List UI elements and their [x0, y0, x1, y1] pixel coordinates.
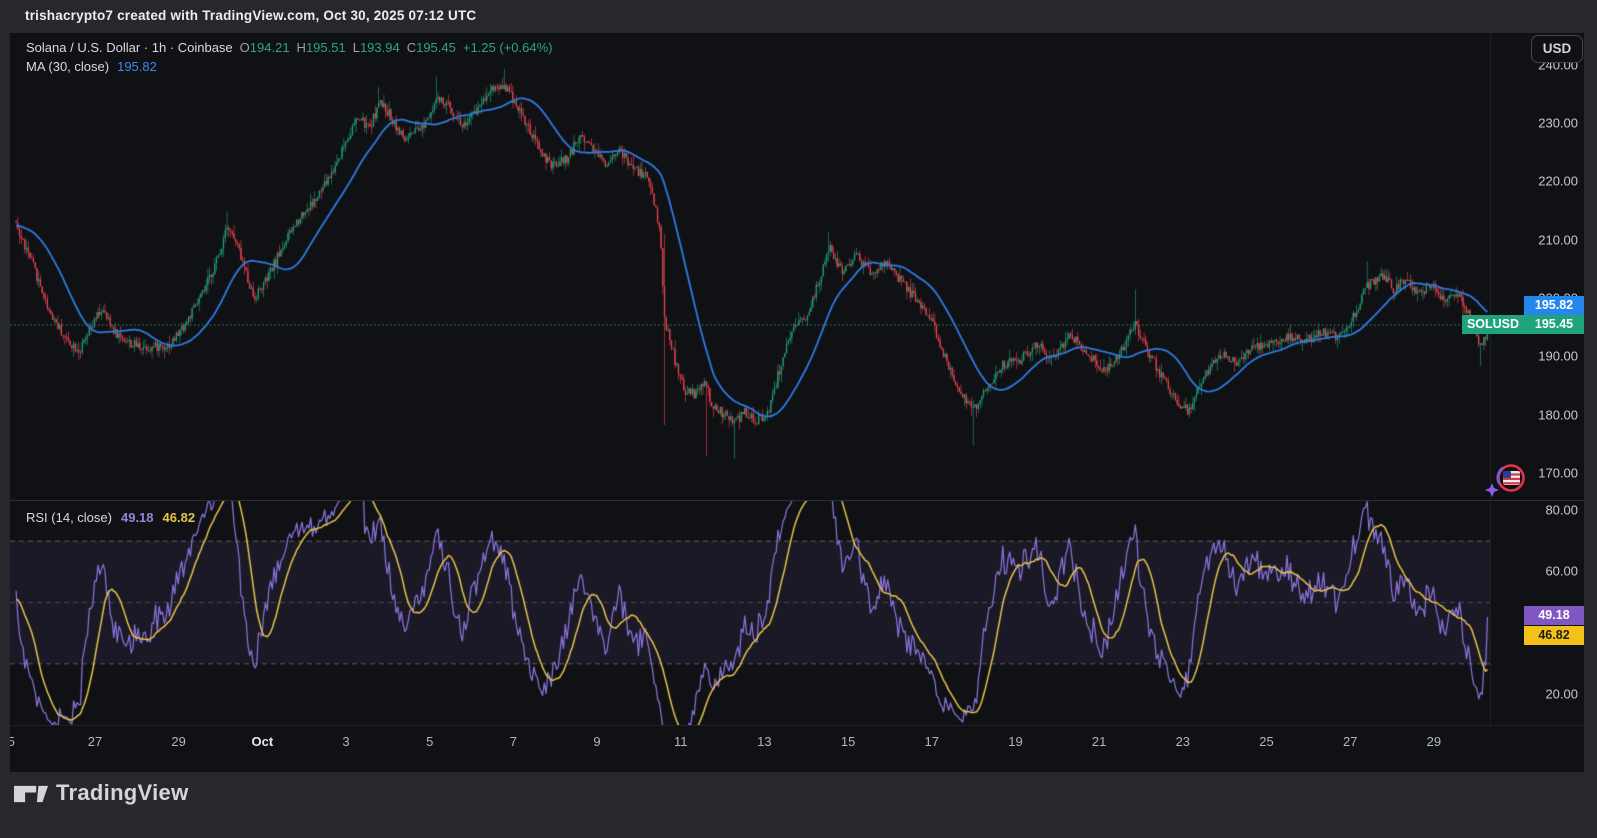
footer-bar: TradingView — [0, 772, 1597, 838]
last-price-label: 195.45 — [1524, 314, 1584, 334]
symbol-title[interactable]: Solana / U.S. Dollar · 1h · Coinbase — [26, 40, 233, 55]
open-value: 194.21 — [249, 40, 290, 55]
time-tick: 17 — [924, 734, 939, 749]
rsi-tick: 80.00 — [1545, 502, 1578, 518]
time-axis[interactable]: 5 27 29 Oct 3 5 7 9 11 13 15 17 19 21 23 25 27 29 — [10, 725, 1490, 772]
price-tick: 190.00 — [1538, 348, 1578, 364]
time-tick: 21 — [1091, 734, 1107, 749]
price-rsi-chart-canvas[interactable] — [10, 33, 1490, 725]
tradingview-logo-icon — [14, 785, 48, 803]
open-letter: O — [239, 40, 250, 55]
price-axis-separator — [1490, 33, 1491, 725]
time-tick: 19 — [1008, 734, 1023, 749]
close-letter: C — [406, 40, 417, 55]
tradingview-brand-text: TradingView — [56, 780, 189, 805]
high-value: 195.51 — [305, 40, 346, 55]
rsi-tick: 20.00 — [1545, 686, 1578, 702]
time-tick: 5 — [426, 734, 434, 749]
price-tick: 210.00 — [1538, 232, 1578, 248]
symbol-title-row: Solana / U.S. Dollar · 1h · Coinbase O194… — [26, 38, 552, 57]
time-tick: 3 — [342, 734, 350, 749]
time-tick: 15 — [840, 734, 856, 749]
ticker-label: SOLUSD — [1462, 314, 1524, 334]
pane-separator[interactable] — [10, 500, 1584, 501]
ma-label: MA (30, close) — [26, 59, 110, 74]
time-tick: 27 — [1342, 734, 1358, 749]
time-tick: 29 — [1426, 734, 1442, 749]
attribution-bar: trishacrypto7 created with TradingView.c… — [0, 0, 1597, 33]
time-tick: 27 — [87, 734, 103, 749]
time-tick: 13 — [757, 734, 772, 749]
change-value: +1.25 (+0.64%) — [462, 40, 553, 55]
currency-toggle-button[interactable]: USD — [1531, 35, 1583, 63]
time-tick: 5 — [10, 734, 15, 749]
price-tick: 170.00 — [1538, 465, 1578, 481]
time-tick: 29 — [171, 734, 186, 749]
ma-legend-row[interactable]: MA (30, close) 195.82 — [26, 57, 552, 76]
price-tick: 220.00 — [1538, 173, 1578, 189]
attribution-text: trishacrypto7 created with TradingView.c… — [25, 8, 477, 23]
ma-price-label: 195.82 — [1524, 296, 1584, 315]
ma-value: 195.82 — [117, 59, 157, 74]
chart-frame: Solana / U.S. Dollar · 1h · Coinbase O194… — [10, 33, 1584, 772]
symbol-legend[interactable]: Solana / U.S. Dollar · 1h · Coinbase O194… — [26, 38, 552, 76]
price-tick: 230.00 — [1538, 115, 1578, 131]
time-tick: 11 — [673, 734, 688, 749]
author-watermark-icon — [1485, 464, 1525, 497]
rsi-tick: 60.00 — [1545, 563, 1578, 579]
rsi-label: RSI (14, close) — [26, 510, 112, 525]
price-tick: 180.00 — [1538, 407, 1578, 423]
rsi-ma-value: 46.82 — [162, 510, 196, 525]
rsi-ma-label: 46.82 — [1524, 625, 1584, 645]
high-letter: H — [296, 40, 306, 55]
time-tick: Oct — [251, 734, 274, 749]
time-tick: 25 — [1259, 734, 1274, 749]
rsi-value-label: 49.18 — [1524, 605, 1584, 625]
time-tick: 9 — [593, 734, 601, 749]
time-axis-separator — [10, 725, 1584, 726]
rsi-value: 49.18 — [120, 510, 154, 525]
rsi-legend[interactable]: RSI (14, close) 49.18 46.82 — [26, 508, 195, 527]
time-tick: 7 — [509, 734, 517, 749]
low-letter: L — [352, 40, 360, 55]
close-value: 195.45 — [416, 40, 456, 55]
low-value: 193.94 — [359, 40, 400, 55]
time-tick: 23 — [1175, 734, 1191, 749]
